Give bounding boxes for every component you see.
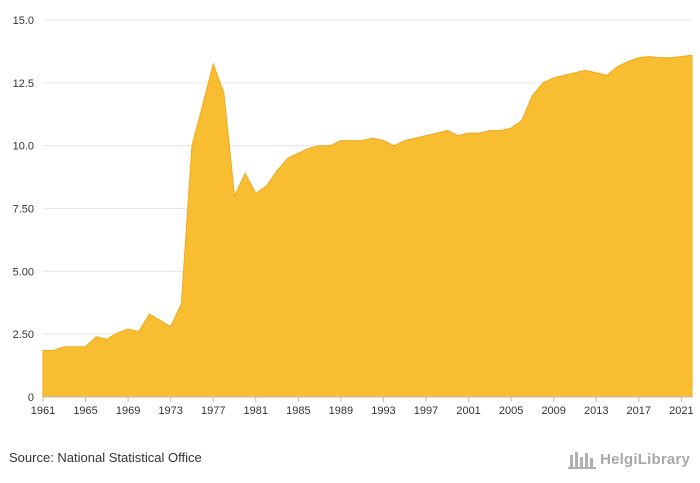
data-point — [414, 137, 416, 139]
data-point — [276, 170, 278, 172]
data-point — [404, 139, 406, 141]
data-point — [138, 330, 140, 332]
data-point — [350, 139, 352, 141]
data-point — [116, 332, 118, 334]
data-point — [63, 346, 65, 348]
data-point — [627, 60, 629, 62]
data-point — [287, 157, 289, 159]
y-tick-label: 7.50 — [13, 204, 34, 216]
data-point — [446, 129, 448, 131]
data-point — [180, 303, 182, 305]
data-point — [638, 57, 640, 59]
x-axis-ticks: 1961 1965 1969 1973 1977 1981 1985 1989 1993 1997… — [31, 397, 694, 417]
data-point — [308, 147, 310, 149]
data-point — [329, 144, 331, 146]
data-point — [691, 54, 693, 56]
data-point — [372, 137, 374, 139]
data-point — [223, 92, 225, 94]
x-tick-label: 2001 — [456, 405, 480, 417]
data-point — [531, 94, 533, 96]
data-point — [233, 195, 235, 197]
data-point — [467, 132, 469, 134]
data-point — [95, 335, 97, 337]
data-point — [318, 144, 320, 146]
data-point — [595, 72, 597, 74]
source-note: Source: National Statistical Office — [9, 450, 202, 465]
data-point — [425, 134, 427, 136]
data-point — [563, 74, 565, 76]
data-point — [670, 57, 672, 59]
data-point — [542, 82, 544, 84]
x-tick-label: 2013 — [584, 405, 608, 417]
data-point — [297, 152, 299, 154]
data-point — [255, 192, 257, 194]
data-point — [457, 134, 459, 136]
y-tick-label: 15.0 — [13, 15, 34, 27]
y-tick-label: 0 — [28, 392, 34, 404]
library-icon — [568, 452, 597, 469]
y-axis-tick-labels: 0 2.50 5.00 7.50 10.0 12.5 15.0 — [13, 15, 34, 404]
data-point — [510, 127, 512, 129]
data-point — [648, 55, 650, 57]
y-tick-label: 5.00 — [13, 266, 34, 278]
data-point — [489, 129, 491, 131]
data-point — [106, 338, 108, 340]
data-point — [574, 72, 576, 74]
data-point — [606, 74, 608, 76]
x-tick-label: 1961 — [31, 405, 55, 417]
x-tick-label: 2021 — [669, 405, 693, 417]
data-point — [127, 328, 129, 330]
y-tick-label: 2.50 — [13, 329, 34, 341]
data-point — [552, 77, 554, 79]
data-point — [435, 132, 437, 134]
x-tick-label: 2017 — [627, 405, 651, 417]
x-tick-label: 2009 — [541, 405, 565, 417]
data-point — [169, 325, 171, 327]
x-tick-label: 1985 — [286, 405, 310, 417]
data-point — [659, 57, 661, 59]
x-tick-label: 1989 — [329, 405, 353, 417]
data-point — [393, 144, 395, 146]
y-tick-label: 12.5 — [13, 78, 34, 90]
data-point — [42, 349, 44, 351]
y-tick-label: 10.0 — [13, 141, 34, 153]
data-point — [265, 185, 267, 187]
x-tick-label: 1997 — [414, 405, 438, 417]
x-tick-label: 1965 — [73, 405, 97, 417]
data-point — [201, 104, 203, 106]
area-series — [42, 54, 693, 398]
data-point — [499, 129, 501, 131]
data-point — [191, 144, 193, 146]
data-point — [74, 346, 76, 348]
data-point — [584, 69, 586, 71]
data-point — [244, 172, 246, 174]
x-tick-label: 1969 — [116, 405, 140, 417]
x-tick-label: 1993 — [371, 405, 395, 417]
data-point — [680, 55, 682, 57]
data-point — [616, 65, 618, 67]
x-tick-label: 1973 — [158, 405, 182, 417]
data-point — [212, 63, 214, 65]
data-point — [159, 319, 161, 321]
x-tick-label: 1981 — [244, 405, 268, 417]
x-tick-label: 2005 — [499, 405, 523, 417]
data-point — [52, 349, 54, 351]
brand-name: HelgiLibrary — [600, 450, 690, 468]
data-point — [521, 119, 523, 121]
data-point — [84, 346, 86, 348]
brand-logo: HelgiLibrary — [568, 447, 690, 471]
x-tick-label: 1977 — [201, 405, 225, 417]
data-point — [361, 139, 363, 141]
data-point — [340, 139, 342, 141]
data-point — [478, 132, 480, 134]
data-point — [382, 139, 384, 141]
data-point — [148, 313, 150, 315]
